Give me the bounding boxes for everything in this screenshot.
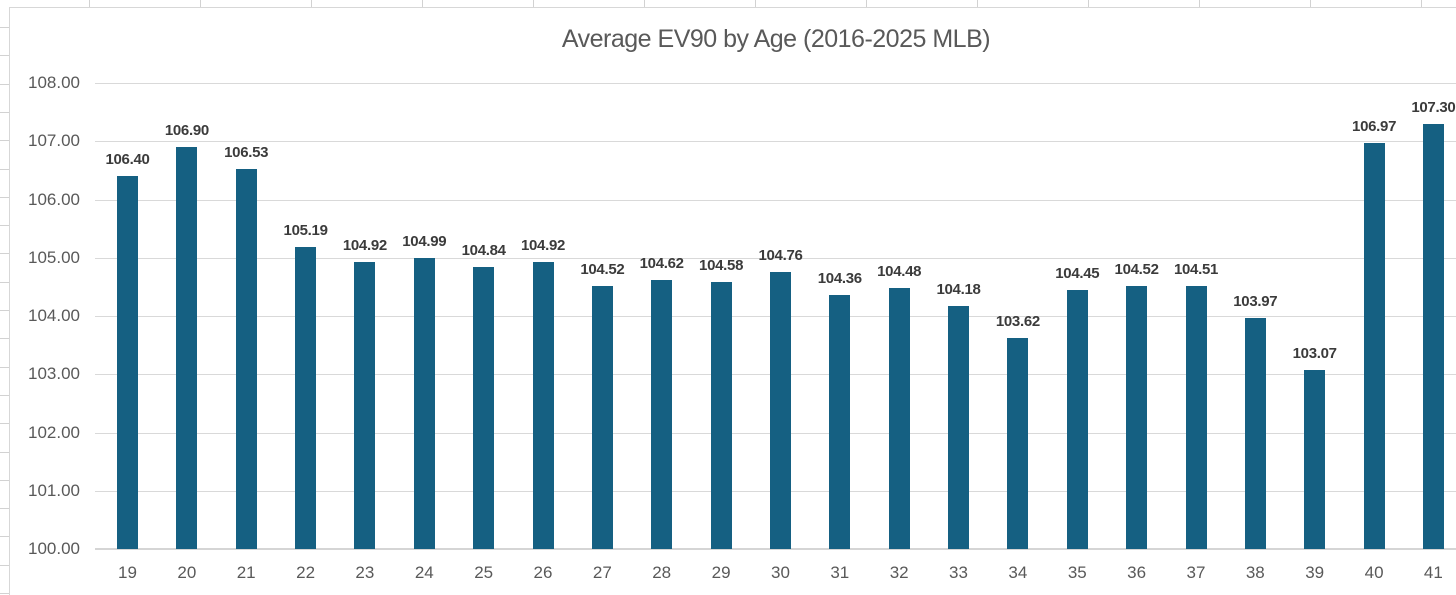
y-axis-tick-label: 105.00 — [28, 247, 80, 267]
bar-value-label: 104.45 — [1055, 264, 1100, 282]
bar[interactable] — [888, 288, 910, 549]
x-axis-tick-label: 29 — [711, 563, 731, 582]
bar-value-label: 104.92 — [342, 237, 387, 255]
bar-value-label: 104.48 — [877, 263, 922, 280]
x-axis-tick-label: 37 — [1186, 563, 1206, 582]
bar[interactable] — [1304, 370, 1326, 549]
bar[interactable] — [295, 246, 317, 549]
bar[interactable] — [1185, 286, 1207, 549]
bar-value-label: 104.58 — [699, 257, 744, 275]
x-axis-tick-label: 30 — [771, 563, 790, 582]
y-axis-tick-label: 108.00 — [28, 73, 80, 92]
bar-value-label: 104.84 — [461, 242, 506, 260]
bar-value-label: 106.40 — [105, 151, 150, 169]
x-axis-tick-label: 33 — [949, 563, 968, 582]
bar[interactable] — [1244, 317, 1266, 549]
x-axis-tick-label: 41 — [1423, 563, 1443, 582]
gridline — [95, 141, 1456, 143]
x-axis-tick-label: 19 — [118, 563, 137, 582]
x-axis-tick-label: 28 — [652, 563, 672, 582]
bar[interactable] — [829, 295, 851, 549]
x-axis-tick-label: 21 — [236, 563, 256, 582]
gridline — [95, 199, 1456, 201]
x-axis-tick-label: 39 — [1305, 563, 1325, 582]
y-axis-tick-label: 101.00 — [28, 480, 80, 500]
x-axis-tick-label: 38 — [1245, 563, 1265, 582]
bar-value-label: 104.62 — [639, 254, 684, 272]
y-axis-tick-label: 104.00 — [28, 306, 80, 325]
bar[interactable] — [176, 147, 198, 549]
bar[interactable] — [413, 258, 435, 549]
y-axis-tick-label: 103.00 — [28, 364, 80, 384]
bar[interactable] — [1007, 338, 1029, 549]
chart-object[interactable]: Average EV90 by Age (2016-2025 MLB) 100.… — [9, 7, 1456, 595]
x-axis-tick-label: 20 — [177, 563, 197, 582]
bar[interactable] — [948, 305, 969, 549]
bar-value-label: 104.51 — [1173, 261, 1219, 279]
bar[interactable] — [1422, 123, 1444, 549]
y-axis-tick-label: 106.00 — [28, 189, 80, 209]
x-axis-line — [95, 548, 1456, 550]
bar-value-label: 104.52 — [1114, 260, 1159, 278]
gridline — [95, 257, 1456, 259]
bar[interactable] — [770, 271, 791, 549]
chart-title: Average EV90 by Age (2016-2025 MLB) — [561, 25, 991, 53]
y-axis-tick-label: 107.00 — [28, 131, 80, 151]
y-axis-tick-label: 102.00 — [28, 422, 80, 442]
bar[interactable] — [532, 262, 554, 549]
bar-value-label: 106.90 — [164, 122, 209, 140]
bar[interactable] — [710, 282, 732, 549]
bar[interactable] — [117, 176, 138, 549]
x-axis-tick-label: 23 — [355, 563, 375, 582]
bar[interactable] — [1363, 143, 1385, 549]
gridline — [95, 83, 1456, 84]
x-axis-tick-label: 27 — [592, 563, 612, 582]
x-axis-tick-label: 36 — [1127, 563, 1147, 582]
bar-value-label: 103.07 — [1292, 345, 1337, 363]
bar[interactable] — [473, 267, 495, 549]
bar[interactable] — [1066, 289, 1088, 549]
bar-value-label: 104.36 — [817, 270, 862, 287]
x-axis-tick-label: 34 — [1008, 563, 1028, 582]
bar-value-label: 103.62 — [995, 313, 1040, 331]
bar-value-label: 106.97 — [1352, 118, 1397, 135]
bar-value-label: 103.97 — [1233, 292, 1278, 310]
bar[interactable] — [354, 262, 376, 549]
x-axis-tick-label: 31 — [830, 563, 850, 582]
bar[interactable] — [235, 168, 257, 549]
bar-value-label: 104.92 — [520, 237, 566, 255]
x-axis-tick-label: 22 — [296, 563, 316, 582]
x-axis-tick-label: 25 — [474, 563, 494, 582]
y-axis-tick-label: 100.00 — [28, 539, 80, 558]
bar-value-label: 105.19 — [283, 221, 328, 239]
x-axis-tick-label: 32 — [889, 563, 909, 582]
bar[interactable] — [1126, 285, 1148, 549]
bar-value-label: 104.18 — [936, 280, 981, 298]
bar-value-label: 104.76 — [758, 246, 803, 264]
bar[interactable] — [651, 279, 673, 549]
bar-value-label: 104.99 — [402, 233, 447, 251]
x-axis-tick-label: 24 — [414, 563, 434, 582]
x-axis-tick-label: 26 — [533, 563, 553, 582]
bar-value-label: 106.53 — [224, 143, 269, 161]
x-axis-tick-label: 40 — [1364, 563, 1384, 582]
bar[interactable] — [591, 285, 613, 549]
bar-value-label: 104.52 — [580, 260, 625, 278]
x-axis-tick-label: 35 — [1067, 563, 1087, 582]
bar-value-label: 107.30 — [1411, 98, 1456, 116]
